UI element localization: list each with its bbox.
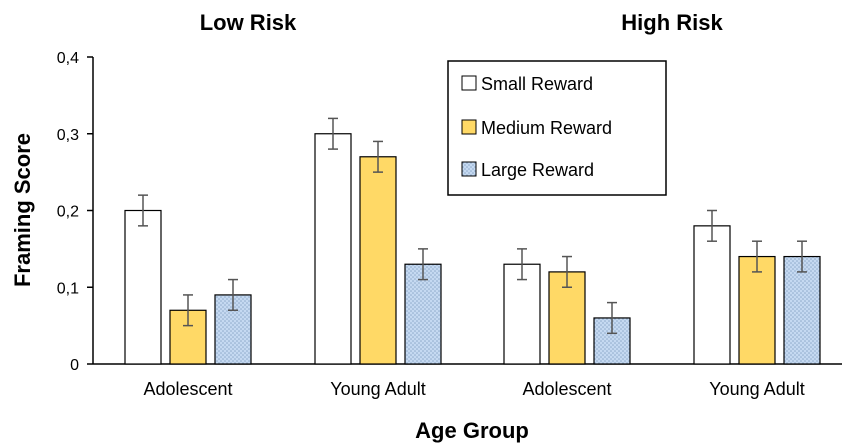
bar-medium-reward	[548, 271, 586, 365]
legend-swatch-large-reward	[461, 161, 477, 177]
bar-small-reward	[693, 225, 731, 365]
x-category-label: Young Adult	[709, 379, 804, 399]
error-bar-large-reward	[607, 301, 617, 335]
legend-swatch-small-reward	[461, 75, 477, 91]
bar-medium-reward	[359, 156, 397, 365]
error-bar-small-reward	[328, 117, 338, 150]
error-bar-medium-reward	[752, 240, 762, 273]
y-axis-title: Framing Score	[10, 133, 35, 287]
legend-label-medium-reward: Medium Reward	[481, 118, 612, 138]
panel-title-high-risk: High Risk	[621, 10, 723, 35]
bar-large-reward	[783, 255, 821, 365]
error-bar-medium-reward	[562, 255, 572, 288]
legend: Small Reward Medium Reward Large Reward	[447, 60, 667, 196]
bar-small-reward	[314, 133, 352, 365]
bars	[124, 133, 821, 365]
error-bar-large-reward	[228, 278, 238, 312]
tick-labels: 0 0,1 0,2 0,3 0,4	[57, 50, 79, 374]
error-bar-small-reward	[707, 209, 717, 242]
x-category-label: Adolescent	[143, 379, 232, 399]
legend-label-large-reward: Large Reward	[481, 160, 594, 180]
y-tick-label: 0,3	[57, 127, 79, 144]
panel-title-low-risk: Low Risk	[200, 10, 297, 35]
legend-swatch-medium-reward	[461, 119, 477, 135]
x-axis-title: Age Group	[415, 418, 529, 443]
x-category-label: Young Adult	[330, 379, 425, 399]
y-tick-label: 0,2	[57, 204, 79, 221]
error-bar-medium-reward	[373, 140, 383, 173]
error-bar-small-reward	[138, 194, 148, 227]
error-bar-medium-reward	[183, 294, 193, 327]
bar-large-reward	[404, 263, 442, 365]
category-labels: Adolescent Young Adult Adolescent Young Adu…	[143, 379, 804, 399]
bar-medium-reward	[738, 255, 776, 365]
error-bar-small-reward	[517, 248, 527, 281]
error-bars	[138, 117, 807, 335]
bar-small-reward	[503, 263, 541, 365]
legend-box	[447, 60, 667, 196]
y-tick-label: 0,4	[57, 50, 79, 67]
y-tick-label: 0,1	[57, 280, 79, 297]
error-bar-large-reward	[418, 248, 428, 281]
x-category-label: Adolescent	[522, 379, 611, 399]
error-bar-large-reward	[797, 240, 807, 273]
legend-label-small-reward: Small Reward	[481, 74, 593, 94]
bar-small-reward	[124, 209, 162, 365]
y-tick-label: 0	[70, 357, 79, 374]
